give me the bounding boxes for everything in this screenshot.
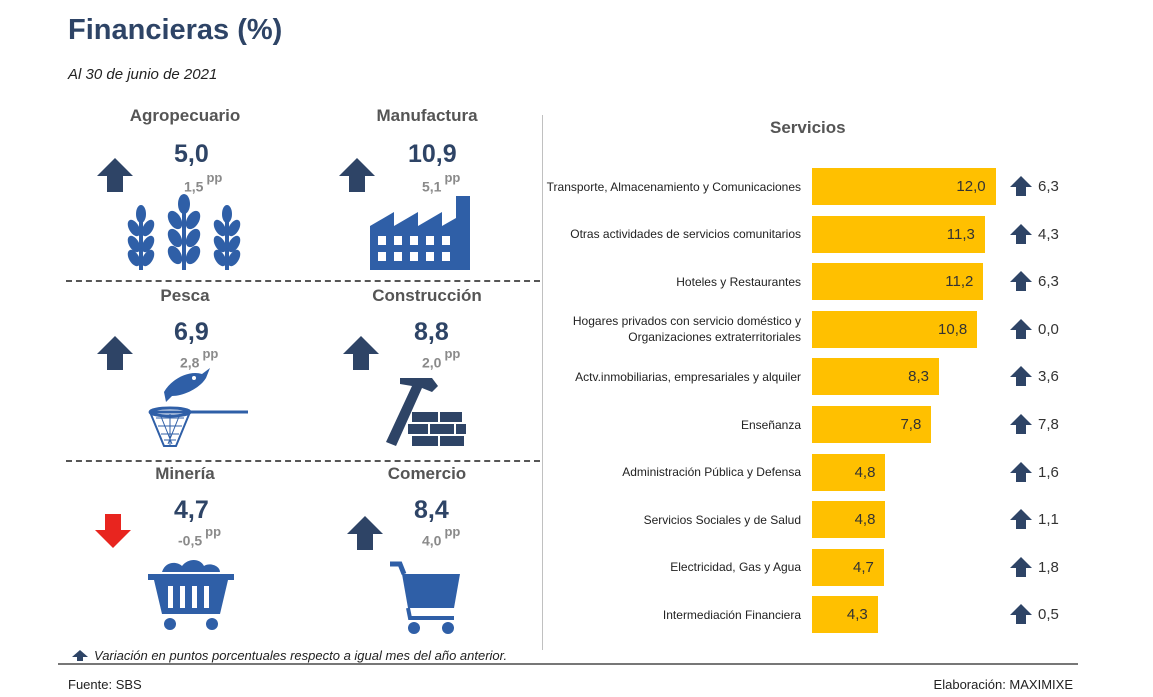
sector-change: 2,8pp bbox=[180, 346, 219, 371]
sector-name: Manufactura bbox=[376, 106, 478, 125]
up-arrow-icon bbox=[1010, 176, 1032, 196]
divider bbox=[66, 460, 540, 462]
change-label: 1,6 bbox=[1038, 463, 1059, 481]
sector-change: -0,5pp bbox=[178, 524, 222, 549]
change-label: 0,0 bbox=[1038, 320, 1059, 338]
bar bbox=[812, 501, 886, 539]
bar-value-label: 4,3 bbox=[846, 606, 868, 624]
bar-value-label: 4,8 bbox=[854, 511, 876, 529]
category-label: Transporte, Almacenamiento y Comunicacio… bbox=[546, 179, 801, 194]
category-label: Administración Pública y Defensa bbox=[622, 465, 801, 480]
up-arrow-icon bbox=[1010, 461, 1032, 482]
category-label: Otras actividades de servicios comunitar… bbox=[570, 227, 801, 242]
up-arrow-icon bbox=[1010, 223, 1032, 244]
up-arrow-icon bbox=[97, 158, 133, 192]
report-date: Al 30 de junio de 2021 bbox=[68, 66, 218, 83]
bar bbox=[812, 406, 932, 443]
bar-value-label: 4,7 bbox=[853, 558, 874, 576]
category-label: Servicios Sociales y de Salud bbox=[643, 512, 801, 527]
bar bbox=[812, 453, 886, 491]
sector-manufactura: Manufactura 10,9 5,1pp bbox=[302, 104, 552, 274]
change-label: 4,3 bbox=[1038, 225, 1059, 243]
change-label: 7,8 bbox=[1038, 416, 1059, 433]
category-label: Actv.inmobiliarias, empresariales y alqu… bbox=[575, 369, 801, 384]
credit-note: Elaboración: MAXIMIXE bbox=[933, 677, 1073, 692]
bar bbox=[812, 263, 984, 301]
sector-name: Minería bbox=[155, 464, 215, 483]
category-label: Intermediación Financiera bbox=[662, 607, 801, 622]
category-label: Electricidad, Gas y Agua bbox=[670, 560, 801, 575]
up-arrow-icon bbox=[1010, 366, 1032, 387]
change-label: 1,8 bbox=[1038, 558, 1059, 576]
category-label: Hogares privados con servicio doméstico … bbox=[572, 314, 801, 345]
up-arrow-icon bbox=[72, 649, 88, 661]
sector-pesca: Pesca 6,9 2,8pp bbox=[60, 284, 310, 454]
bar-value-label: 11,2 bbox=[945, 273, 974, 291]
sector-change: 2,0pp bbox=[422, 346, 461, 371]
bar bbox=[812, 358, 939, 396]
factory-icon bbox=[370, 196, 470, 270]
sector-construccion: Construcción 8,8 2,0pp bbox=[302, 284, 552, 454]
hammer-bricks-icon bbox=[386, 378, 466, 446]
sector-value: 5,0 bbox=[174, 140, 209, 168]
sector-change: 4,0pp bbox=[422, 524, 461, 549]
up-arrow-icon bbox=[1010, 414, 1032, 434]
vertical-separator bbox=[542, 115, 543, 650]
sector-name: Pesca bbox=[160, 286, 210, 305]
sector-change: 5,1pp bbox=[422, 170, 461, 195]
sector-name: Agropecuario bbox=[129, 106, 241, 125]
sector-value: 8,8 bbox=[414, 318, 449, 346]
bar bbox=[812, 168, 996, 205]
sector-value: 8,4 bbox=[414, 496, 449, 524]
bar bbox=[812, 310, 978, 348]
bar bbox=[812, 548, 884, 586]
bar bbox=[812, 596, 878, 634]
sector-mineria: Minería 4,7 -0,5pp bbox=[60, 462, 310, 632]
wheat-icon bbox=[127, 194, 241, 270]
bar-value-label: 10,8 bbox=[938, 320, 968, 338]
bar-value-label: 4,8 bbox=[854, 463, 876, 481]
change-label: 3,6 bbox=[1038, 368, 1059, 386]
bar bbox=[812, 215, 985, 253]
sector-value: 6,9 bbox=[174, 318, 209, 346]
change-label: 0,5 bbox=[1038, 606, 1059, 624]
bar-value-label: 7,8 bbox=[900, 416, 922, 433]
category-label: Enseñanza bbox=[740, 417, 801, 432]
category-label: Hoteles y Restaurantes bbox=[676, 274, 801, 289]
sector-value: 10,9 bbox=[408, 140, 457, 168]
up-arrow-icon bbox=[1010, 318, 1032, 339]
mining-cart-icon bbox=[148, 560, 234, 630]
change-label: 6,3 bbox=[1038, 178, 1059, 195]
legend-text: Variación en puntos porcentuales respect… bbox=[94, 648, 508, 663]
fish-net-icon bbox=[148, 368, 248, 447]
sector-change: 1,5pp bbox=[184, 170, 223, 195]
page-title: Financieras (%) bbox=[68, 14, 283, 46]
up-arrow-icon bbox=[347, 516, 383, 550]
change-label: 1,1 bbox=[1038, 511, 1059, 529]
sector-name: Comercio bbox=[387, 464, 467, 483]
bar-value-label: 12,0 bbox=[956, 178, 986, 195]
source-note: Fuente: SBS bbox=[68, 677, 142, 692]
up-arrow-icon bbox=[1010, 604, 1032, 625]
up-arrow-icon bbox=[1010, 556, 1032, 577]
bar-value-label: 11,3 bbox=[946, 225, 975, 243]
up-arrow-icon bbox=[97, 336, 133, 370]
footer-rule bbox=[58, 663, 1078, 665]
legend: Variación en puntos porcentuales respect… bbox=[72, 648, 507, 663]
sector-value: 4,7 bbox=[174, 496, 209, 524]
down-arrow-icon bbox=[95, 514, 131, 548]
sector-name: Construcción bbox=[372, 286, 482, 305]
up-arrow-icon bbox=[1010, 509, 1032, 530]
divider bbox=[66, 280, 540, 282]
chart-title: Servicios bbox=[770, 118, 846, 137]
sector-comercio: Comercio 8,4 4,0pp bbox=[302, 462, 552, 634]
sector-agropecuario: Agropecuario 5,0 1,5pp bbox=[60, 104, 310, 274]
bar-value-label: 8,3 bbox=[908, 368, 929, 386]
shopping-cart-icon bbox=[390, 561, 460, 634]
up-arrow-icon bbox=[1010, 271, 1032, 292]
up-arrow-icon bbox=[343, 336, 379, 370]
up-arrow-icon bbox=[339, 158, 375, 192]
change-label: 6,3 bbox=[1038, 273, 1059, 291]
